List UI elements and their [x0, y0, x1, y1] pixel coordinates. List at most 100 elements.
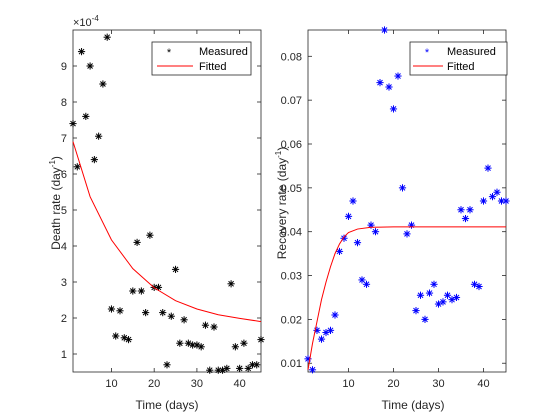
recovery-rate-measured-point: [403, 230, 411, 238]
recovery-rate-x-axis-label: Time (days): [382, 398, 445, 412]
recovery-rate-measured-point: [475, 282, 483, 291]
death-rate-measured-point: [90, 156, 98, 164]
recovery-rate-measured-point: [308, 366, 317, 374]
death-rate-legend-measured: Measured: [199, 46, 248, 58]
recovery-rate-legend: * Measured Fitted: [409, 41, 508, 76]
death-rate-y-axis-label: Death rate (day-1): [48, 156, 63, 250]
recovery-rate-measured-point: [371, 228, 380, 236]
death-rate-measured-point: [244, 364, 252, 372]
death-rate-legend-marker-icon: *: [167, 47, 172, 59]
death-rate-y-tick-label: 3: [61, 277, 67, 289]
recovery-rate-measured-point: [470, 280, 479, 288]
death-rate-axes-box: [72, 29, 262, 373]
death-rate-measured-point: [103, 33, 111, 41]
death-rate-plot-area: 10 20 30 40 1 2 3 4 5 6 7 8 9: [61, 29, 265, 390]
death-rate-measured-point: [116, 307, 124, 315]
death-rate-measured-point: [159, 309, 167, 317]
recovery-rate-measured-point: [493, 188, 501, 196]
recovery-rate-y-tick-label: 0.06: [281, 139, 302, 151]
recovery-rate-legend-measured: Measured: [447, 46, 496, 58]
death-rate-measured-point: [99, 80, 107, 88]
recovery-rate-measured-point: [331, 311, 339, 319]
recovery-rate-x-tick-label: 30: [432, 378, 444, 390]
recovery-rate-measured-point: [421, 315, 429, 323]
recovery-rate-measured-point: [335, 247, 344, 256]
death-rate-measured-point: [176, 339, 184, 347]
death-rate-measured-point: [129, 287, 137, 295]
recovery-rate-y-tick-label: 0.05: [281, 183, 302, 195]
death-rate-measured-point: [163, 361, 171, 369]
death-rate-measured-point: [146, 231, 154, 239]
recovery-rate-measured-point: [376, 79, 384, 87]
recovery-rate-y-tick-label: 0.08: [281, 51, 302, 63]
death-rate-x-axis-label: Time (days): [136, 398, 199, 412]
recovery-rate-measured-point: [425, 289, 434, 297]
death-rate-measured-point: [206, 366, 214, 374]
recovery-rate-measured-point: [434, 300, 443, 308]
death-rate-measured-point: [197, 343, 205, 351]
death-rate-y-tick-label: 6: [61, 169, 67, 181]
death-rate-legend-fitted: Fitted: [199, 61, 227, 73]
death-rate-measured-point: [201, 321, 210, 329]
recovery-rate-x-tick-label: 10: [342, 378, 354, 390]
recovery-rate-measured-point: [466, 206, 474, 214]
recovery-rate-measured-point: [317, 335, 326, 343]
death-rate-y-tick-label: 8: [61, 97, 67, 109]
death-rate-measured-point: [257, 336, 265, 344]
recovery-rate-measured-point: [412, 307, 420, 315]
recovery-rate-y-axis-label: Recovery rate (day-1): [274, 147, 289, 260]
death-rate-measured-point: [171, 265, 180, 273]
recovery-rate-measured-point: [389, 105, 398, 113]
death-rate-measured-point: [142, 309, 150, 317]
recovery-rate-measured-point: [439, 298, 447, 306]
death-rate-measured-point: [214, 366, 222, 374]
recovery-rate-y-tick-label: 0.04: [281, 227, 302, 239]
death-rate-measured-point: [73, 163, 81, 171]
death-rate-measured-point: [82, 112, 90, 120]
recovery-rate-measured-point: [385, 83, 393, 91]
recovery-rate-y-tick-label: 0.07: [281, 95, 302, 107]
death-rate-legend-box: [151, 41, 252, 76]
recovery-rate-measured-point: [497, 197, 506, 205]
death-rate-y-tick-label: 5: [61, 205, 67, 217]
recovery-rate-measured-point: [452, 293, 461, 302]
recovery-rate-measured-point: [394, 72, 402, 80]
recovery-rate-y-tick-label: 0.01: [281, 358, 302, 370]
death-rate-measured-point: [231, 343, 239, 351]
death-rate-legend: * Measured Fitted: [151, 41, 252, 76]
recovery-rate-legend-box: [409, 41, 508, 76]
death-rate-measured-point: [236, 364, 244, 372]
death-rate-x-tick-label: 20: [148, 378, 160, 390]
death-rate-x-tick-label: 30: [191, 378, 203, 390]
death-rate-measured-point: [77, 48, 86, 56]
death-rate-measured-point: [240, 339, 248, 347]
recovery-rate-panel: 10 20 30 40 0.01 0.02 0.03 0.04 0.05 0.06 0.07 0.08…: [274, 26, 510, 412]
death-rate-y-tick-label: 4: [61, 241, 67, 253]
recovery-rate-measured-point: [380, 26, 389, 34]
recovery-rate-legend-fitted: Fitted: [447, 61, 475, 73]
death-rate-measured-point: [167, 312, 175, 320]
recovery-rate-measured-point: [344, 212, 353, 220]
death-rate-measured-point: [69, 120, 77, 128]
recovery-rate-measured-point: [457, 206, 465, 214]
recovery-rate-measured-point: [362, 280, 371, 288]
death-rate-exponent-label: ×10-4: [73, 14, 99, 29]
death-rate-measured-point: [124, 336, 133, 344]
recovery-rate-measured-point: [349, 197, 357, 205]
recovery-rate-measured-point: [353, 239, 362, 247]
death-rate-measured-point: [95, 132, 103, 140]
recovery-rate-x-tick-label: 20: [387, 378, 399, 390]
recovery-rate-plot-area: 10 20 30 40 0.01 0.02 0.03 0.04 0.05 0.06 0.07 0.08: [281, 26, 510, 390]
death-rate-y-tick-label: 7: [61, 133, 67, 145]
death-rate-y-tick-label: 9: [61, 61, 67, 73]
death-rate-y-tick-label: 1: [61, 349, 67, 361]
death-rate-x-tick-label: 10: [105, 378, 117, 390]
death-rate-measured-point: [180, 316, 188, 324]
death-rate-measured-point: [107, 305, 116, 313]
death-rate-x-tick-label: 40: [234, 378, 246, 390]
recovery-rate-y-tick-label: 0.02: [281, 314, 302, 326]
death-rate-measured-point: [253, 361, 261, 369]
death-rate-measured-point: [112, 332, 120, 340]
death-rate-measured-point: [210, 323, 218, 331]
